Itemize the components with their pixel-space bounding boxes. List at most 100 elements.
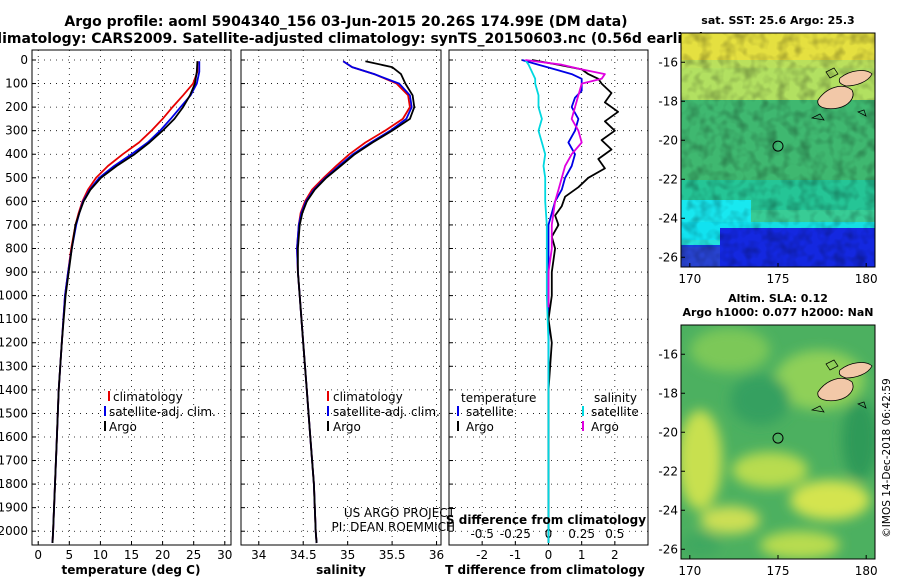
x-tick-label: 0 — [545, 548, 553, 562]
legend-argo-swatch — [104, 421, 106, 431]
temperature-x-axis: 0 5 10 15 20 25 30 — [34, 541, 232, 562]
map-lon-label: 175 — [767, 564, 790, 578]
sla-map — [681, 325, 875, 559]
sla-blob — [842, 400, 875, 480]
x-tick-label: -1 — [509, 548, 521, 562]
legend-climatology-swatch — [327, 391, 329, 401]
panel-gridlines — [32, 50, 648, 545]
legend-argo-label: Argo — [333, 420, 361, 434]
x-tick-label: 2 — [611, 548, 619, 562]
legend-s-satellite-swatch — [582, 406, 584, 416]
temperature-profile-lines — [51, 61, 201, 544]
map-lon-label: 175 — [767, 272, 790, 286]
legend-argo-label: Argo — [109, 420, 137, 434]
s-diff-tick-label: 0.25 — [568, 527, 595, 541]
map-lat-label: -18 — [658, 94, 678, 108]
depth-tick-label: 300 — [5, 124, 28, 138]
series-line-climatology — [296, 60, 411, 544]
map-lat-label: -24 — [658, 503, 678, 517]
pi-annotation: PI: DEAN ROEMMICH — [332, 520, 455, 534]
sla-map-axes: 170 175 180 -16 -18 -20 -22 -24 -26 — [658, 347, 877, 578]
legend-s-satellite-label: satellite — [591, 405, 639, 419]
series-line-s-satellite — [524, 59, 550, 543]
s-diff-tick-label: -0.25 — [500, 527, 531, 541]
sla-island-north — [838, 362, 873, 379]
map-lat-label: -16 — [658, 347, 678, 361]
legend-salinity-title: salinity — [594, 391, 637, 405]
sst-island-main — [817, 86, 854, 110]
t-difference-xlabel: T difference from climatology — [445, 563, 645, 577]
legend-s-argo-swatch — [582, 421, 584, 431]
legend-satellite-swatch — [104, 406, 106, 416]
legend-temperature-title: temperature — [461, 391, 536, 405]
sla-map-title-line2: Argo h1000: 0.077 h2000: NaN — [682, 306, 873, 319]
project-annotation: US ARGO PROJECT — [344, 506, 456, 520]
sla-blob — [760, 531, 840, 559]
sla-blob — [730, 375, 790, 425]
series-line-satellite-adj-clim- — [296, 60, 413, 544]
map-lat-label: -26 — [658, 250, 678, 264]
sst-map — [681, 33, 875, 267]
depth-tick-label: 2000 — [0, 524, 28, 538]
depth-tick-label: 500 — [5, 171, 28, 185]
salinity-x-axis: 34 34.5 35 35.5 36 — [251, 541, 444, 562]
map-lat-label: -26 — [658, 542, 678, 556]
sst-reef-outlines — [810, 67, 867, 121]
sla-blobs — [681, 328, 875, 559]
x-tick-label: 34 — [251, 548, 266, 562]
sla-blob — [790, 480, 870, 520]
map-lon-label: 180 — [855, 272, 878, 286]
s-difference-xlabel: S difference from climatology — [446, 513, 646, 527]
salinity-panel-frame — [240, 49, 442, 546]
map-lat-label: -16 — [658, 55, 678, 69]
legend-t-satellite-label: satellite — [466, 405, 514, 419]
x-tick-label: 10 — [93, 548, 108, 562]
salinity-legend: climatology satellite-adj. clim. Argo US… — [327, 390, 456, 534]
map-lat-label: -20 — [658, 133, 678, 147]
map-lon-label: 170 — [678, 272, 701, 286]
legend-satellite-swatch — [327, 406, 329, 416]
series-line-argo — [51, 61, 199, 544]
x-tick-label: 15 — [124, 548, 139, 562]
sst-argo-marker — [772, 140, 784, 152]
map-lon-label: 170 — [678, 564, 701, 578]
x-tick-label: 25 — [186, 548, 201, 562]
depth-tick-label: 1500 — [0, 406, 28, 420]
x-tick-label: 20 — [155, 548, 170, 562]
depth-tick-label: 1700 — [0, 454, 28, 468]
depth-tick-label: 600 — [5, 194, 28, 208]
difference-profile-lines — [521, 59, 619, 543]
sst-map-axes: 170 175 180 -16 -18 -20 -22 -24 -26 — [658, 55, 877, 286]
sla-blob — [681, 410, 722, 510]
sla-map-title-line1: Altim. SLA: 0.12 — [728, 292, 828, 305]
s-difference-x-axis: -0.5 -0.25 0 0.25 0.5 — [470, 527, 624, 541]
sla-blob — [700, 506, 760, 534]
depth-tick-label: 1000 — [0, 289, 28, 303]
series-line-satellite-adj-clim- — [51, 61, 201, 544]
imos-credit: ©IMOS 14-Dec-2018 06:42:59 — [881, 378, 893, 537]
temperature-xlabel: temperature (deg C) — [62, 563, 201, 577]
sla-blob — [681, 533, 720, 557]
depth-tick-label: 900 — [5, 265, 28, 279]
depth-tick-label: 1900 — [0, 501, 28, 515]
x-tick-label: 34.5 — [290, 548, 317, 562]
map-lat-label: -22 — [658, 172, 678, 186]
salinity-profile-lines — [296, 60, 416, 544]
series-line-s-argo — [525, 59, 606, 308]
figure-title-line1: Argo profile: aoml 5904340_156 03-Jun-20… — [64, 14, 627, 30]
legend-t-argo-label: Argo — [466, 420, 494, 434]
depth-tick-label: 1800 — [0, 477, 28, 491]
x-tick-label: 35.5 — [379, 548, 406, 562]
map-lat-label: -20 — [658, 425, 678, 439]
depth-tick-label: 1600 — [0, 430, 28, 444]
depth-axis: 0 100 200 300 400 500 600 700 800 900 1000 1100 1200… — [0, 53, 28, 538]
sla-blob — [690, 328, 770, 372]
map-lat-label: -24 — [658, 211, 678, 225]
x-tick-label: -2 — [476, 548, 488, 562]
depth-tick-label: 1300 — [0, 359, 28, 373]
salinity-xlabel: salinity — [316, 563, 366, 577]
series-line-argo — [296, 60, 416, 544]
sla-reef-outlines — [810, 359, 867, 413]
legend-climatology-label: climatology — [333, 390, 403, 404]
